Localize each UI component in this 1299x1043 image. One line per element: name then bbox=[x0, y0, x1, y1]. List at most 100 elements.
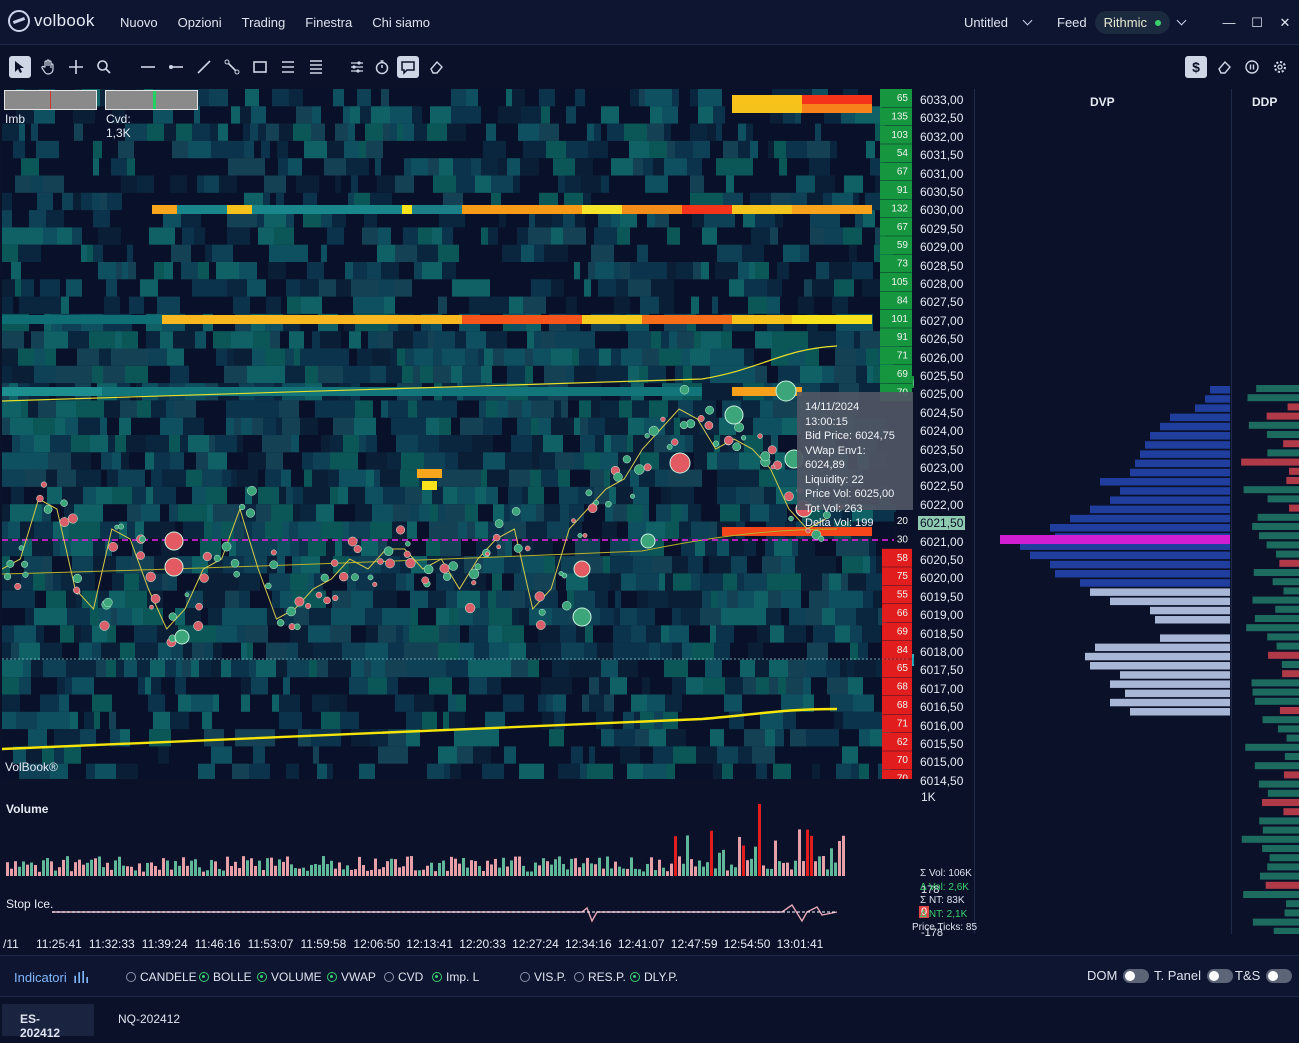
radio-icon[interactable] bbox=[630, 972, 640, 982]
indicator-option-candele[interactable]: CANDELE bbox=[126, 970, 197, 984]
menu-item-finestra[interactable]: Finestra bbox=[305, 15, 353, 30]
radio-icon[interactable] bbox=[327, 972, 337, 982]
indicators-button[interactable]: Indicatori bbox=[14, 970, 89, 985]
menu-item-chi-siamo[interactable]: Chi siamo bbox=[372, 15, 431, 30]
heatmap-cell bbox=[835, 348, 856, 366]
dollar-icon[interactable]: $ bbox=[1185, 56, 1207, 78]
indicator-option-impl[interactable]: Imp. L bbox=[432, 970, 479, 984]
radio-icon[interactable] bbox=[432, 972, 442, 982]
timer-icon[interactable] bbox=[371, 56, 393, 78]
radio-icon[interactable] bbox=[520, 972, 530, 982]
heatmap-cell bbox=[106, 279, 117, 297]
indicator-option-bolle[interactable]: BOLLE bbox=[199, 970, 252, 984]
price-axis[interactable]: 6033,00 6032,50 6032,00 6031,50 6031,00 6030,… bbox=[912, 89, 974, 809]
heatmap-cell bbox=[256, 659, 276, 678]
cursor-icon[interactable] bbox=[9, 56, 31, 78]
volume-bar bbox=[682, 863, 685, 876]
heatmap-cell bbox=[417, 244, 438, 262]
chevron-down-icon[interactable] bbox=[1176, 15, 1187, 26]
heatmap-canvas[interactable] bbox=[2, 89, 910, 779]
ray-icon[interactable] bbox=[165, 56, 187, 78]
indicator-option-volume[interactable]: VOLUME bbox=[257, 970, 322, 984]
minimize-button[interactable]: — bbox=[1222, 15, 1236, 30]
indicator-option-resp[interactable]: RES.P. bbox=[574, 970, 626, 984]
trade-bubble bbox=[666, 444, 673, 450]
trendline-icon[interactable] bbox=[193, 56, 215, 78]
close-button[interactable]: ✕ bbox=[1279, 14, 1291, 30]
heatmap-cell bbox=[765, 538, 774, 557]
gear-icon[interactable] bbox=[1269, 56, 1291, 78]
heatmap-cell bbox=[449, 642, 459, 660]
hand-icon[interactable] bbox=[37, 56, 59, 78]
dom-toggle[interactable]: DOM bbox=[1087, 968, 1150, 983]
hline-icon[interactable] bbox=[137, 56, 159, 78]
feed-selector[interactable]: Rithmic bbox=[1094, 11, 1170, 34]
volume-panel[interactable]: Volume bbox=[2, 796, 910, 878]
dom-switch[interactable] bbox=[1123, 968, 1150, 983]
volume-bar bbox=[458, 863, 461, 876]
heatmap-cell bbox=[298, 521, 312, 539]
zoom-icon[interactable] bbox=[93, 56, 115, 78]
chevron-down-icon[interactable] bbox=[1022, 15, 1033, 26]
heatmap-chart[interactable]: VolBook® bbox=[2, 89, 910, 779]
heatmap-cell bbox=[31, 331, 44, 349]
heatmap-cell bbox=[212, 521, 221, 539]
channel-icon[interactable] bbox=[305, 56, 327, 78]
tpanel-toggle[interactable]: T. Panel bbox=[1154, 968, 1233, 983]
radio-icon[interactable] bbox=[574, 972, 584, 982]
trade-bubble bbox=[770, 464, 776, 470]
radio-icon[interactable] bbox=[126, 972, 136, 982]
time-axis[interactable]: /11 11:25:41 11:32:33 11:39:24 11:46:16 11:53… bbox=[0, 934, 975, 954]
eraser-icon[interactable] bbox=[1213, 56, 1235, 78]
radio-icon[interactable] bbox=[199, 972, 209, 982]
menu-item-nuovo[interactable]: Nuovo bbox=[120, 15, 158, 30]
heatmap-cell bbox=[192, 279, 211, 297]
heatmap-cell bbox=[86, 763, 95, 779]
heatmap-cell bbox=[642, 677, 650, 695]
volume-bar bbox=[398, 867, 401, 876]
stat-total-vol: Σ Vol: 106K bbox=[920, 868, 972, 879]
radio-icon[interactable] bbox=[257, 972, 267, 982]
ts-switch[interactable] bbox=[1266, 968, 1293, 983]
indicator-option-visp[interactable]: VIS.P. bbox=[520, 970, 566, 984]
crosshair-icon[interactable] bbox=[65, 56, 87, 78]
heatmap-cell bbox=[375, 158, 381, 176]
indicator-option-cvd[interactable]: CVD bbox=[384, 970, 423, 984]
indicator-option-dlyp[interactable]: DLY.P. bbox=[630, 970, 678, 984]
radio-icon[interactable] bbox=[384, 972, 394, 982]
heatmap-cell bbox=[381, 400, 388, 418]
menu-item-opzioni[interactable]: Opzioni bbox=[177, 15, 222, 30]
heatmap-cell bbox=[427, 763, 444, 779]
path-icon[interactable] bbox=[221, 56, 243, 78]
heatmap-cell bbox=[430, 504, 438, 522]
rectangle-icon[interactable] bbox=[249, 56, 271, 78]
bid-size-cell bbox=[882, 751, 912, 770]
ts-toggle[interactable]: T&S bbox=[1235, 968, 1293, 983]
heatmap-cell bbox=[584, 642, 597, 660]
settings-sliders-icon[interactable] bbox=[346, 56, 368, 78]
tab-nq-202412[interactable]: NQ-202412 bbox=[118, 1012, 181, 1026]
bid-size-cell bbox=[882, 659, 912, 678]
heatmap-cell bbox=[120, 400, 137, 418]
volume-bar bbox=[302, 867, 305, 876]
menu-item-trading[interactable]: Trading bbox=[241, 15, 286, 30]
maximize-button[interactable]: ☐ bbox=[1251, 14, 1263, 30]
bid-size-cell bbox=[894, 512, 912, 530]
tpanel-switch[interactable] bbox=[1206, 968, 1233, 983]
tab-es-202412[interactable]: ES-202412 bbox=[2, 1004, 94, 1040]
volume-bar bbox=[610, 868, 613, 876]
indicator-option-vwap[interactable]: VWAP bbox=[327, 970, 376, 984]
heatmap-cell bbox=[126, 435, 146, 453]
volume-bar bbox=[590, 863, 593, 876]
comment-icon[interactable] bbox=[397, 56, 419, 78]
price-label: 6020,50 bbox=[920, 553, 964, 567]
fib-icon[interactable] bbox=[277, 56, 299, 78]
price-label: 6023,00 bbox=[920, 461, 964, 475]
workspace-name[interactable]: Untitled bbox=[963, 15, 1009, 30]
stop-ice-panel[interactable]: Stop Ice. bbox=[2, 893, 910, 933]
pause-icon[interactable] bbox=[1241, 56, 1263, 78]
dvp-bar bbox=[1150, 606, 1230, 615]
eraser-icon[interactable] bbox=[425, 56, 447, 78]
liquidity-band bbox=[162, 315, 462, 324]
heatmap-cell bbox=[534, 538, 543, 557]
